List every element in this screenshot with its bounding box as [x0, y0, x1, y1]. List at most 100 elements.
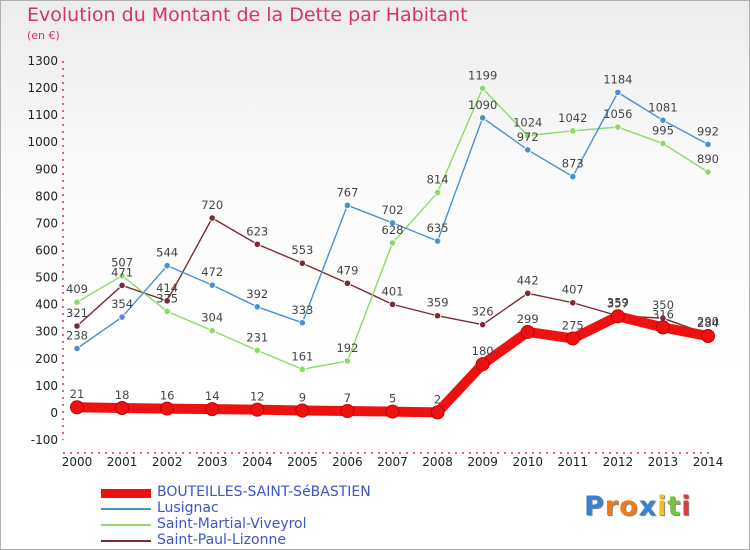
- data-label: 321: [66, 306, 88, 320]
- data-point: [569, 299, 577, 307]
- data-point: [340, 404, 355, 419]
- y-tick-label: 600: [35, 244, 58, 258]
- logo-letter: o: [619, 491, 639, 522]
- data-point: [704, 168, 712, 176]
- data-label: 702: [382, 203, 404, 217]
- data-label: 409: [66, 282, 88, 296]
- data-point: [73, 344, 81, 353]
- data-label: 275: [562, 318, 584, 332]
- data-label: 401: [382, 284, 404, 298]
- data-point: [343, 279, 352, 287]
- x-tick-label: 2006: [332, 455, 363, 469]
- chart-title: Evolution du Montant de la Dette par Hab…: [27, 4, 468, 26]
- logo-letter: P: [584, 491, 605, 522]
- data-point: [208, 327, 216, 335]
- legend-swatch: [101, 488, 151, 498]
- data-label: 161: [291, 349, 313, 363]
- data-label: 623: [246, 224, 268, 238]
- legend-label: BOUTEILLES-SAINT-SéBASTIEN: [157, 484, 371, 500]
- y-tick-label: 900: [35, 162, 58, 176]
- y-tick-label: 1200: [27, 81, 58, 95]
- data-label: 1090: [468, 98, 497, 112]
- data-point: [73, 298, 81, 306]
- data-label: 407: [562, 283, 584, 297]
- data-point: [655, 320, 670, 335]
- data-point: [610, 309, 625, 324]
- x-tick-label: 2002: [152, 455, 183, 469]
- x-tick-label: 2000: [62, 455, 93, 469]
- data-label: 720: [201, 198, 223, 212]
- data-point: [475, 357, 490, 372]
- data-label: 354: [111, 297, 133, 311]
- x-tick-label: 2005: [287, 455, 318, 469]
- data-point: [295, 403, 310, 418]
- data-label: 375: [156, 291, 178, 305]
- legend-label: Saint-Martial-Viveyrol: [157, 516, 307, 532]
- data-point: [520, 324, 535, 339]
- x-tick-label: 2003: [197, 455, 228, 469]
- y-tick-label: 300: [35, 325, 58, 339]
- legend-swatch: [101, 540, 151, 542]
- logo-letter: x: [638, 491, 658, 522]
- x-tick-label: 2013: [648, 455, 679, 469]
- data-label: 1081: [648, 100, 677, 114]
- data-label: 890: [697, 152, 719, 166]
- data-point: [479, 114, 487, 122]
- y-tick-label: 0: [50, 406, 58, 420]
- data-label: 21: [70, 387, 85, 401]
- data-label: 357: [607, 296, 629, 310]
- data-point: [433, 312, 442, 320]
- data-point: [163, 297, 171, 305]
- data-point: [70, 400, 84, 415]
- data-label: 18: [115, 388, 130, 402]
- data-point: [343, 357, 352, 365]
- y-tick-label: 1300: [27, 54, 58, 68]
- data-point: [659, 139, 667, 148]
- data-label: 442: [517, 273, 539, 287]
- data-point: [614, 88, 622, 97]
- data-label: 1042: [558, 111, 587, 125]
- data-point: [253, 346, 261, 354]
- data-label: 238: [66, 328, 88, 342]
- series-layer: [70, 84, 715, 420]
- data-label: 290: [697, 314, 719, 328]
- data-label: 1199: [468, 68, 497, 82]
- legend-swatch: [101, 524, 151, 526]
- data-point: [343, 201, 352, 209]
- legend-label: Lusignac: [157, 500, 219, 516]
- data-point: [115, 401, 130, 416]
- x-tick-label: 2011: [558, 455, 589, 469]
- data-label: 471: [111, 265, 133, 279]
- y-tick-label: 1000: [27, 135, 58, 149]
- x-tick-label: 2004: [242, 455, 273, 469]
- data-label: 316: [652, 307, 674, 321]
- data-label: 1056: [603, 107, 632, 121]
- data-label: 507: [111, 256, 133, 270]
- data-label: 9: [299, 390, 306, 404]
- data-point: [430, 405, 445, 420]
- y-tick-label: 500: [35, 271, 58, 285]
- logo-letter: i: [681, 491, 692, 522]
- data-point: [118, 281, 126, 290]
- data-point: [205, 402, 220, 417]
- y-tick-label: 700: [35, 216, 58, 230]
- data-point: [118, 272, 126, 280]
- data-label: 1024: [513, 116, 542, 130]
- data-point: [250, 402, 265, 417]
- data-point: [659, 116, 667, 124]
- data-label: 359: [607, 296, 629, 310]
- data-label: 1184: [603, 72, 632, 86]
- data-label: 414: [156, 281, 178, 295]
- x-tick-label: 2009: [467, 455, 498, 469]
- data-label: 350: [652, 298, 674, 312]
- data-point: [388, 219, 397, 227]
- axes: -100 0 100 200 300 400 500 600 700 800 900 1000 1100…: [27, 54, 723, 469]
- data-point: [479, 321, 487, 329]
- data-label: 814: [427, 173, 449, 187]
- data-point: [118, 313, 126, 321]
- data-label: 635: [427, 221, 449, 235]
- data-label: 7: [344, 391, 351, 405]
- data-label: 326: [472, 305, 494, 319]
